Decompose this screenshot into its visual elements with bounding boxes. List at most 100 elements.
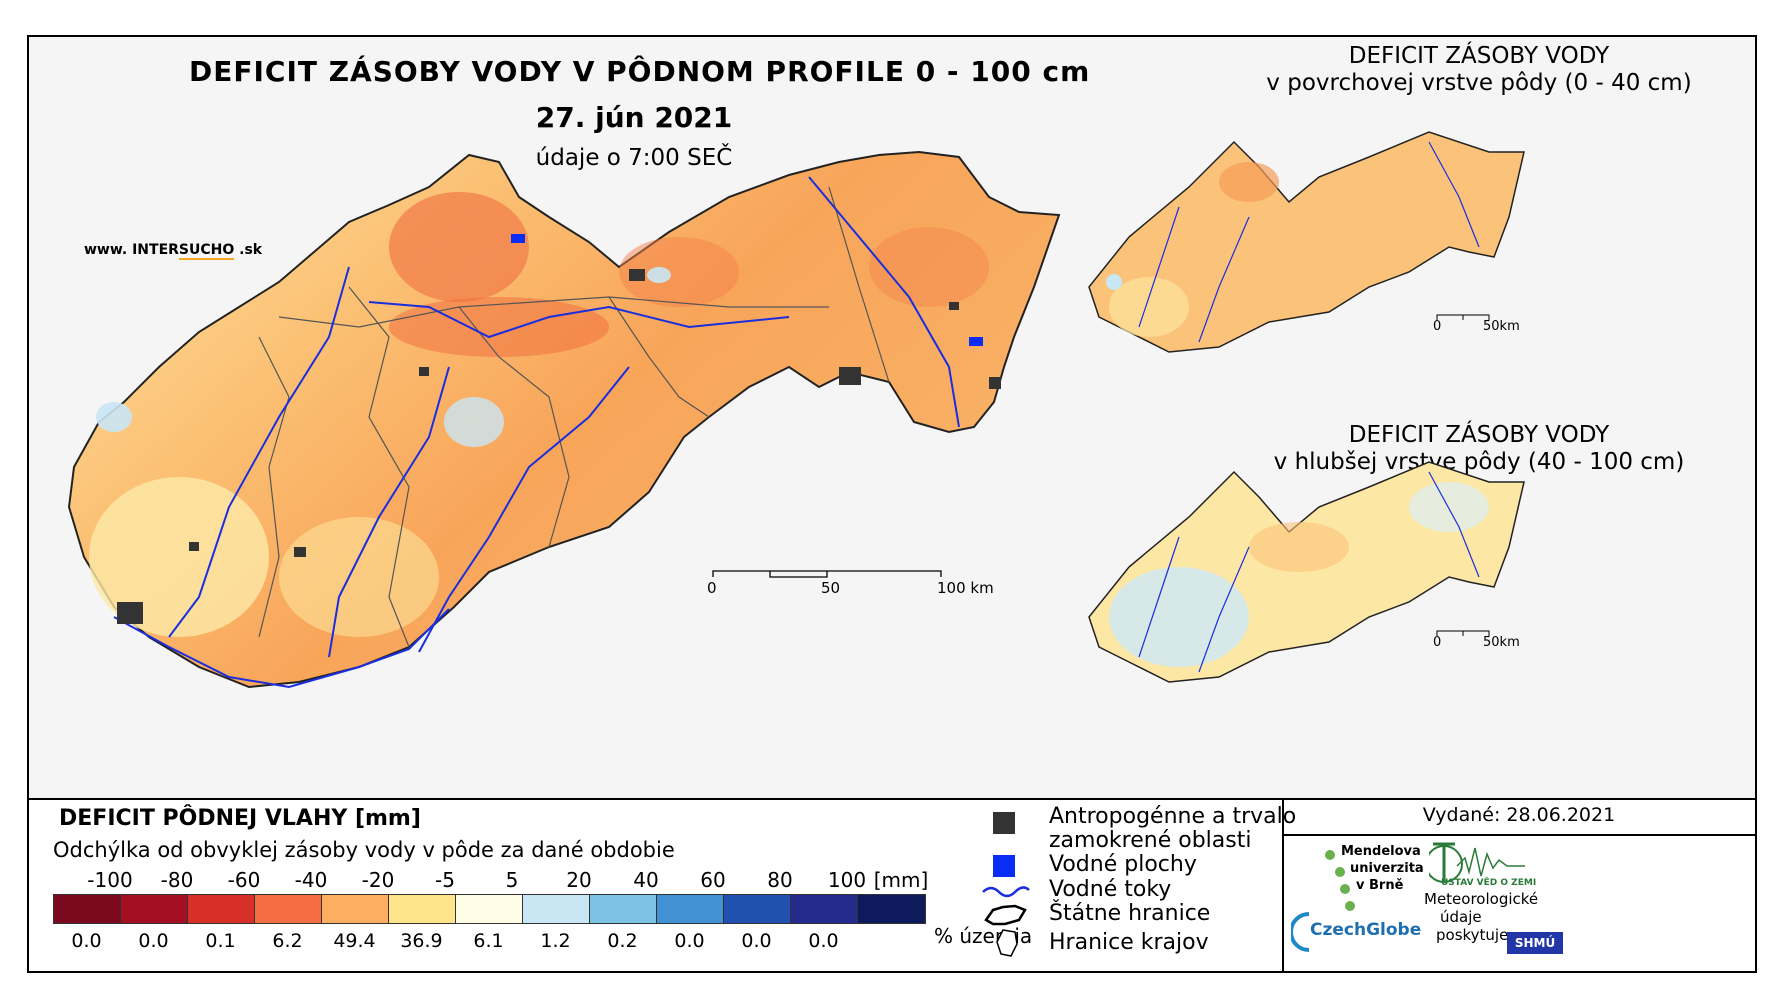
inset-bottom-title: DEFICIT ZÁSOBY VODY [1348, 422, 1610, 448]
issued-date: Vydané: 28.06.2021 [1422, 804, 1616, 826]
czechglobe-logo-text: CzechGlobe [1310, 920, 1422, 940]
anthropogenic-areas [117, 269, 1001, 624]
inset-top-scale-50: 50km [1483, 319, 1520, 334]
severe-deficit-patch [389, 297, 609, 357]
main-title: DEFICIT ZÁSOBY VODY V PÔDNOM PROFILE 0 -… [189, 55, 1091, 88]
pct-value: 0.2 [607, 930, 638, 952]
mendel-logo-dot [1340, 884, 1350, 894]
pct-value: 6.2 [272, 930, 303, 952]
pct-value: 0.0 [71, 930, 102, 952]
legend-subtitle: Odchýlka od obvyklej zásoby vody v pôde … [53, 838, 675, 862]
severe-deficit-patch [389, 192, 529, 302]
inset-top-patch [1219, 162, 1279, 202]
break-label: -60 [227, 868, 261, 892]
meteo-credit: Meteorologické údaje poskytuje: [1424, 890, 1538, 944]
mendel-logo-dot [1345, 901, 1355, 911]
inset-top-scale-0: 0 [1433, 319, 1442, 334]
color-swatch [858, 895, 925, 923]
meteo-text-1: Meteorologické [1424, 890, 1539, 908]
inset-top-patch [1109, 277, 1189, 337]
rivers [113, 176, 960, 689]
map-area: DEFICIT ZÁSOBY VODY V PÔDNOM PROFILE 0 -… [29, 37, 1755, 798]
inset-top-title: DEFICIT ZÁSOBY VODY [1348, 43, 1610, 69]
color-swatch [791, 895, 858, 923]
inset-bottom-map [1088, 461, 1525, 683]
region-boundaries [258, 186, 890, 648]
color-swatch [255, 895, 322, 923]
break-label: -80 [160, 868, 194, 892]
mendel-logo-dot [1325, 850, 1335, 860]
main-scale-50: 50 [821, 579, 841, 597]
main-scale-100: 100 km [937, 579, 994, 597]
meteo-text-3: poskytuje: [1436, 926, 1514, 944]
legend-region-border: Hranice krajov [1049, 930, 1209, 955]
inset-top-rivers [1138, 141, 1480, 343]
inset-bottom-scale [1436, 630, 1490, 636]
pct-value: 1.2 [540, 930, 571, 952]
inset-bottom-scale-0: 0 [1433, 635, 1442, 650]
main-map [67, 150, 1061, 689]
website-label: www. INTERSUCHO .sk [84, 242, 263, 260]
break-label: 5 [505, 868, 519, 892]
break-label: 20 [566, 868, 592, 892]
inset-bottom-surplus [1109, 567, 1249, 667]
uvgz-logo-icon [1429, 842, 1525, 883]
legend-water: Vodné plochy [1049, 852, 1197, 877]
inset-top-scale [1436, 314, 1490, 320]
mendel-logo-dot [1335, 867, 1345, 877]
break-label: -5 [435, 868, 455, 892]
severe-deficit-patch [619, 237, 739, 307]
color-swatch [389, 895, 456, 923]
break-label: 40 [633, 868, 659, 892]
uvgz-logo-text: ÚSTAV VĚD O ZEMI [1441, 878, 1537, 888]
break-label: -40 [294, 868, 328, 892]
issued-underline [1284, 834, 1755, 836]
color-swatch [456, 895, 523, 923]
break-label: 100 [827, 868, 867, 892]
color-swatch [121, 895, 188, 923]
main-scale-0: 0 [707, 579, 717, 597]
color-swatch [590, 895, 657, 923]
pct-value: 0.1 [205, 930, 236, 952]
legend-rivers: Vodné toky [1049, 877, 1172, 902]
pct-value: 49.4 [333, 930, 376, 952]
severe-deficit-patch [869, 227, 989, 307]
color-swatch [523, 895, 590, 923]
czechglobe-logo-icon [1291, 912, 1310, 952]
color-swatch [188, 895, 255, 923]
color-swatch [657, 895, 724, 923]
colorbar [53, 894, 926, 924]
water-bodies [511, 234, 983, 346]
map-frame: DEFICIT ZÁSOBY VODY V PÔDNOM PROFILE 0 -… [27, 35, 1757, 973]
legend-title: DEFICIT PÔDNEJ VLAHY [mm] [59, 806, 421, 831]
pct-value: 36.9 [400, 930, 443, 952]
map-date: 27. jún 2021 [535, 101, 733, 134]
break-label: -100 [87, 868, 133, 892]
pct-value: 0.0 [808, 930, 839, 952]
legend-area: DEFICIT PÔDNEJ VLAHY [mm] Odchýlka od ob… [29, 800, 1755, 971]
break-label: 80 [767, 868, 793, 892]
pct-value: 6.1 [473, 930, 504, 952]
legend-state-border: Štátne hranice [1049, 901, 1211, 926]
inset-bottom-patch [1249, 522, 1349, 572]
legend-anthro-line2: zamokrené oblasti [1049, 828, 1252, 853]
water-swatch [993, 855, 1015, 877]
meteo-text-2: údaje [1440, 908, 1482, 926]
region-border-icon [996, 929, 1018, 957]
legend-anthro-line1: Antropogénne a trvalo [1049, 804, 1297, 829]
break-unit: [mm] [873, 868, 929, 892]
mild-deficit-patch [279, 517, 439, 637]
color-swatch [724, 895, 791, 923]
shmu-logo: SHMÚ [1507, 932, 1563, 954]
inset-bottom-surplus [1409, 482, 1489, 532]
river-icon [982, 886, 1030, 898]
inset-top-subtitle: v povrchovej vrstve pôdy (0 - 40 cm) [1266, 70, 1692, 96]
pct-value: 0.0 [741, 930, 772, 952]
pct-value: 0.0 [674, 930, 705, 952]
mendel-text-2: univerzita [1350, 861, 1424, 876]
main-scale-bar [712, 570, 942, 578]
break-label: -20 [361, 868, 395, 892]
break-label: 60 [700, 868, 726, 892]
legend-divider [29, 798, 1755, 800]
color-swatch [54, 895, 121, 923]
